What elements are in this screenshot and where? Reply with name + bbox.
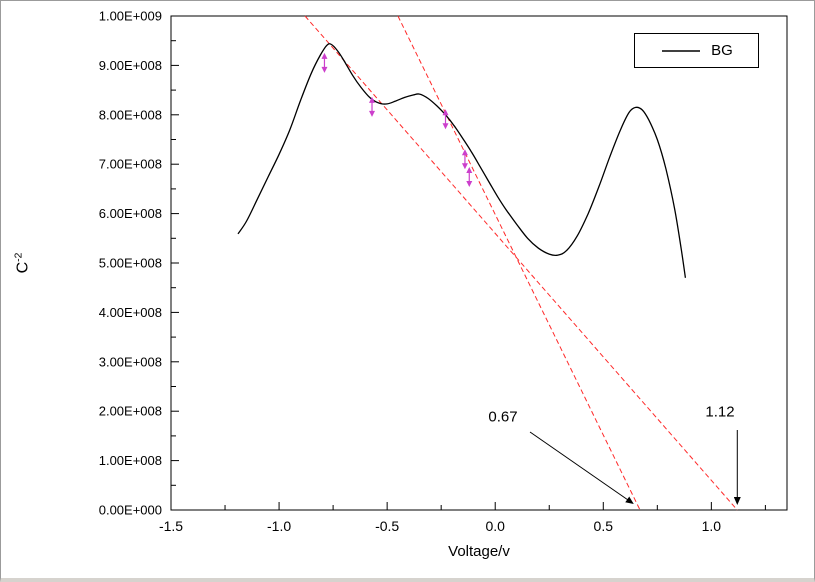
annotation-intercept-1: 0.67: [488, 408, 518, 426]
x-tick-label: 0.5: [594, 518, 614, 534]
x-tick-label: -1.0: [267, 518, 291, 534]
data-marker-arrow-head: [466, 167, 473, 174]
data-marker-arrow-head: [321, 66, 328, 73]
x-tick-label: -1.5: [159, 518, 183, 534]
data-marker-arrow-head: [461, 163, 468, 170]
y-axis-title-base: C: [14, 261, 32, 274]
data-marker-arrow-head: [321, 52, 328, 59]
fit-line: [304, 15, 738, 511]
y-tick-label: 0.00E+000: [99, 503, 162, 518]
y-axis-title: C-2: [13, 253, 32, 274]
y-axis-title-sup: -2: [13, 252, 25, 262]
x-tick-label: 0.0: [485, 518, 505, 534]
y-tick-label: 7.00E+008: [99, 157, 162, 172]
y-tick-label: 6.00E+008: [99, 206, 162, 221]
x-tick-label: 1.0: [702, 518, 722, 534]
annotation-arrow-1: [529, 431, 634, 504]
data-marker-arrow-head: [461, 149, 468, 156]
legend: BG: [634, 33, 759, 68]
fit-line: [397, 15, 641, 511]
y-tick-label: 4.00E+008: [99, 305, 162, 320]
data-marker-arrow-head: [442, 123, 449, 130]
data-marker-arrow-head: [442, 109, 449, 116]
y-tick-label: 3.00E+008: [99, 354, 162, 369]
data-marker-arrow-head: [466, 181, 473, 188]
annotation-intercept-2: 1.12: [705, 403, 735, 421]
y-tick-label: 2.00E+008: [99, 404, 162, 419]
y-tick-label: 5.00E+008: [99, 256, 162, 271]
x-tick-label: -0.5: [375, 518, 399, 534]
y-tick-label: 9.00E+008: [99, 58, 162, 73]
plot-frame: [170, 15, 788, 511]
bg-curve: [237, 43, 687, 278]
legend-line-sample: [662, 49, 701, 52]
legend-label: BG: [711, 42, 733, 59]
data-marker-arrow-head: [369, 110, 376, 117]
y-tick-label: 1.00E+009: [99, 9, 162, 24]
x-axis-title: Voltage/v: [448, 543, 510, 560]
y-tick-label: 8.00E+008: [99, 107, 162, 122]
y-tick-label: 1.00E+008: [99, 453, 162, 468]
data-marker-arrow-head: [369, 96, 376, 103]
